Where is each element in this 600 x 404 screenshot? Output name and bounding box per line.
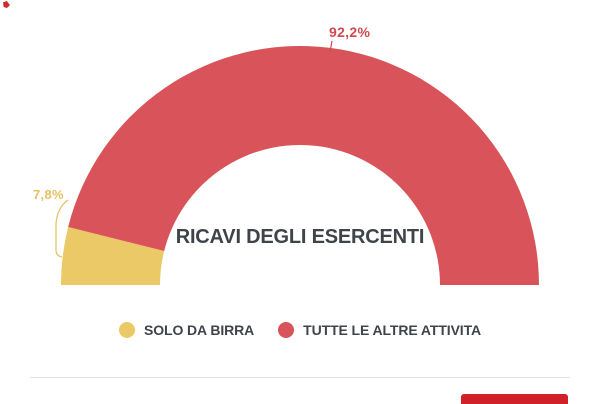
red-corner-mark [3, 1, 10, 8]
legend-item-tutte-le-altre[interactable]: TUTTE LE ALTRE ATTIVITA [278, 322, 481, 338]
legend-label-tutte-le-altre: TUTTE LE ALTRE ATTIVITA [303, 322, 482, 338]
value-label-tutte-le-altre: 92,2% [329, 24, 371, 40]
label-connector-solo-da-birra [55, 199, 69, 258]
legend-marker-solo-da-birra-icon [118, 322, 135, 338]
gauge-segment-1 [68, 46, 539, 286]
gauge-segment-0 [61, 227, 165, 285]
label-connector-tutte-le-altre [329, 40, 333, 53]
footer-divider [30, 377, 570, 378]
legend-label-solo-da-birra: SOLO DA BIRRA [143, 322, 255, 338]
value-label-solo-da-birra: 7,8% [33, 187, 64, 202]
chart-title: RICAVI DEGLI ESERCENTI [175, 226, 425, 248]
legend-marker-tutte-le-altre-icon [278, 322, 295, 338]
legend-item-solo-da-birra[interactable]: SOLO DA BIRRA [118, 322, 255, 338]
footer-button[interactable] [461, 394, 568, 404]
chart-legend: SOLO DA BIRRA TUTTE LE ALTRE ATTIVITA [0, 322, 600, 338]
